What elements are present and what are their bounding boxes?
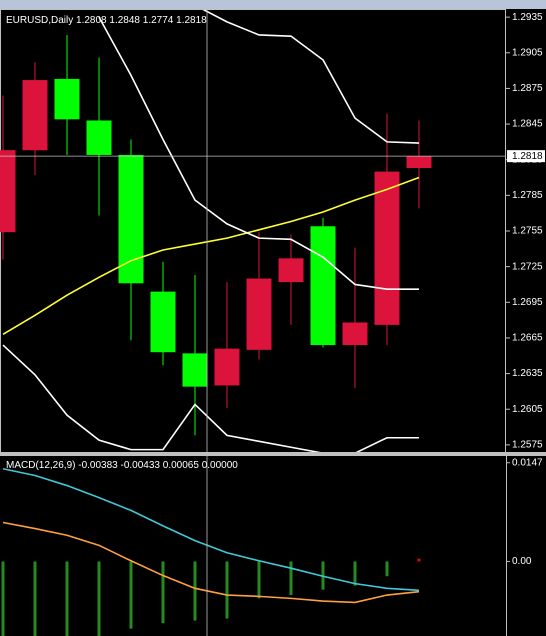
indicator-line — [2, 521, 420, 604]
window-title-bar — [0, 0, 546, 9]
indicator-line — [2, 467, 420, 592]
y-tick-label: 1.2935 — [512, 12, 543, 23]
ohlc-low: 1.2774 — [143, 15, 174, 26]
y-tick-label: 1.2695 — [512, 297, 543, 308]
y-tick-label: 1.2875 — [512, 83, 543, 94]
symbol-title: EURUSD,Daily — [6, 15, 73, 26]
macd-readout: -0.00383 — [78, 460, 118, 471]
candle-body — [342, 322, 368, 346]
candle-body — [182, 353, 208, 387]
ohlc-high: 1.2848 — [109, 15, 140, 26]
candle-body — [310, 226, 336, 346]
candle-body — [86, 120, 112, 155]
price-header: EURUSD,Daily 1.2808 1.2848 1.2774 1.2818 — [6, 15, 207, 26]
candle-body — [54, 78, 80, 120]
panel-separator — [0, 452, 546, 456]
y-tick-label: 1.2845 — [512, 119, 543, 130]
indicator-line — [2, 344, 419, 452]
y-tick-label: 1.2575 — [512, 440, 543, 451]
macd-readout: 0.00000 — [202, 460, 239, 471]
macd-plot — [1, 467, 421, 636]
macd-header: MACD(12,26,9) -0.00383 -0.00433 0.00065 … — [6, 460, 238, 471]
indicator-line — [202, 10, 420, 144]
price-plot — [0, 10, 432, 452]
y-tick-label: 0.0147 — [512, 457, 543, 468]
candle-body — [278, 258, 304, 283]
candle-body — [406, 156, 432, 169]
candle-body — [118, 154, 144, 284]
y-tick-label: 1.2905 — [512, 47, 543, 58]
y-tick-label: 1.2755 — [512, 226, 543, 237]
price-label-box — [507, 150, 545, 163]
y-tick-label: 1.2605 — [512, 404, 543, 415]
macd-readout: 0.00065 — [163, 460, 200, 471]
price-label: 1.2818 — [512, 151, 543, 162]
indicator-line — [2, 176, 420, 336]
y-tick-label: 1.2725 — [512, 261, 543, 272]
macd-title: MACD(12,26,9) — [6, 460, 75, 471]
y-tick-label: 1.2635 — [512, 368, 543, 379]
macd-readout: -0.00433 — [121, 460, 161, 471]
ohlc-close: 1.2818 — [176, 15, 207, 26]
y-tick-label: 1.2785 — [512, 190, 543, 201]
candle-body — [0, 150, 16, 233]
candle-body — [214, 348, 240, 386]
ohlc-open: 1.2808 — [76, 15, 107, 26]
candle-body — [246, 278, 272, 350]
candle-body — [150, 291, 176, 353]
indicator-line — [98, 16, 419, 291]
y-tick-label: 1.2665 — [512, 333, 543, 344]
candle-body — [374, 171, 400, 325]
y-tick-label: 0.00 — [512, 556, 532, 567]
candle-body — [22, 80, 48, 151]
